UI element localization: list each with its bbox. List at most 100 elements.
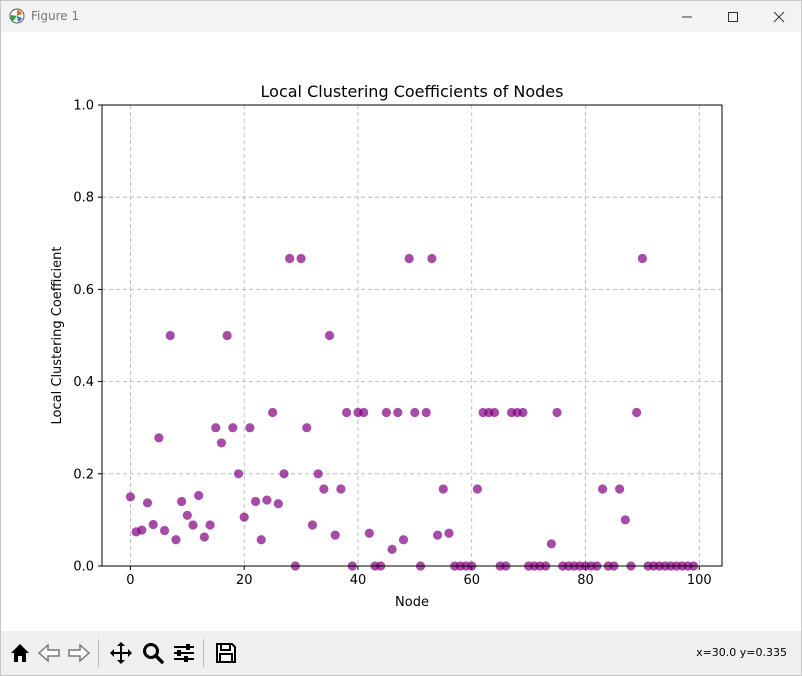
- data-point: [393, 407, 403, 418]
- cursor-coordinates: x=30.0 y=0.335: [696, 646, 787, 659]
- data-point: [268, 407, 278, 418]
- axes-frame: [101, 104, 723, 567]
- maximize-button[interactable]: [710, 1, 756, 32]
- data-point: [404, 253, 414, 264]
- pan-button[interactable]: [106, 638, 135, 667]
- data-point: [546, 539, 556, 549]
- data-point: [250, 496, 261, 507]
- data-point: [216, 438, 227, 448]
- title-bar: Figure 1: [1, 1, 801, 32]
- data-point: [302, 423, 312, 433]
- close-icon: [773, 11, 785, 22]
- maximize-icon: [728, 11, 738, 22]
- data-point: [336, 484, 346, 494]
- zoom-button[interactable]: [138, 638, 167, 667]
- data-point: [552, 407, 562, 418]
- x-tick-label: 20: [236, 573, 253, 588]
- data-point: [279, 469, 289, 479]
- minimize-button[interactable]: [664, 1, 710, 32]
- scatter-chart: 0 20 40 60 80 100 0.0 0.2 0.4 0.6 0.8 1.0 Local Clu…: [50, 82, 723, 610]
- data-point: [637, 253, 647, 264]
- data-point: [381, 407, 392, 418]
- data-point: [319, 484, 329, 494]
- data-point: [432, 530, 443, 540]
- data-point: [199, 532, 209, 542]
- x-tick-label: 60: [463, 573, 480, 588]
- data-point: [273, 499, 283, 509]
- navigation-toolbar: x=30.0 y=0.335: [1, 631, 801, 675]
- configure-subplots-button[interactable]: [169, 638, 198, 667]
- axis-ticks: 0 20 40 60 80 100 0.0 0.2 0.4 0.6 0.8 1.0: [73, 99, 711, 589]
- y-tick-label: 0.6: [73, 283, 94, 298]
- data-point: [398, 535, 409, 545]
- data-point: [171, 535, 181, 545]
- data-point: [421, 407, 431, 418]
- x-tick-label: 40: [350, 573, 367, 588]
- y-tick-label: 0.0: [73, 560, 94, 575]
- data-point: [154, 433, 164, 443]
- x-tick-label: 0: [126, 573, 134, 588]
- data-point: [615, 484, 625, 494]
- data-point: [597, 484, 608, 494]
- data-point: [489, 407, 500, 418]
- y-tick-label: 0.2: [73, 467, 94, 482]
- data-point: [194, 490, 204, 501]
- data-point: [148, 519, 158, 530]
- data-point: [427, 253, 437, 264]
- data-point: [359, 407, 369, 418]
- y-tick-label: 0.8: [73, 191, 94, 206]
- data-point: [137, 525, 147, 535]
- forward-arrow-icon: [67, 642, 90, 663]
- back-arrow-icon: [37, 642, 60, 663]
- forward-button[interactable]: [64, 638, 93, 667]
- minimize-icon: [682, 16, 692, 17]
- data-point: [159, 525, 170, 536]
- data-point: [313, 469, 323, 479]
- data-point: [444, 528, 454, 538]
- save-button[interactable]: [211, 638, 240, 667]
- data-point: [296, 253, 306, 264]
- toolbar-separator: [98, 639, 99, 667]
- data-point: [222, 330, 232, 341]
- data-point: [387, 544, 397, 555]
- chart-title: Local Clustering Coefficients of Nodes: [261, 82, 564, 101]
- home-icon: [10, 643, 29, 662]
- data-points: [125, 253, 699, 571]
- toolbar-separator: [203, 639, 204, 667]
- data-point: [165, 330, 175, 341]
- magnifier-icon: [142, 642, 164, 664]
- data-point: [142, 498, 153, 508]
- data-point: [620, 515, 630, 525]
- matplotlib-logo-icon: [9, 8, 25, 24]
- close-button[interactable]: [756, 1, 801, 32]
- y-axis-label: Local Clustering Coefficient: [50, 247, 65, 425]
- data-point: [518, 407, 528, 418]
- window-title: Figure 1: [31, 9, 80, 23]
- x-tick-label: 80: [577, 573, 594, 588]
- data-point: [256, 535, 266, 545]
- data-point: [245, 423, 255, 433]
- back-button[interactable]: [34, 638, 63, 667]
- data-point: [233, 469, 244, 479]
- data-point: [182, 510, 192, 520]
- data-point: [188, 520, 198, 530]
- sliders-icon: [173, 643, 194, 662]
- y-tick-label: 1.0: [73, 99, 94, 114]
- data-point: [239, 512, 249, 522]
- data-point: [307, 520, 318, 530]
- data-point: [472, 484, 483, 494]
- x-tick-label: 100: [687, 573, 712, 588]
- data-point: [438, 484, 448, 494]
- data-point: [262, 495, 272, 505]
- move-icon: [109, 641, 132, 664]
- y-tick-label: 0.4: [73, 375, 94, 390]
- data-point: [330, 530, 340, 540]
- floppy-disk-icon: [215, 642, 236, 663]
- data-point: [177, 496, 187, 507]
- x-axis-label: Node: [395, 595, 429, 610]
- data-point: [410, 407, 420, 418]
- home-button[interactable]: [5, 638, 34, 667]
- figure-canvas[interactable]: 0 20 40 60 80 100 0.0 0.2 0.4 0.6 0.8 1.0 Local Clu…: [1, 32, 801, 631]
- data-point: [228, 423, 238, 433]
